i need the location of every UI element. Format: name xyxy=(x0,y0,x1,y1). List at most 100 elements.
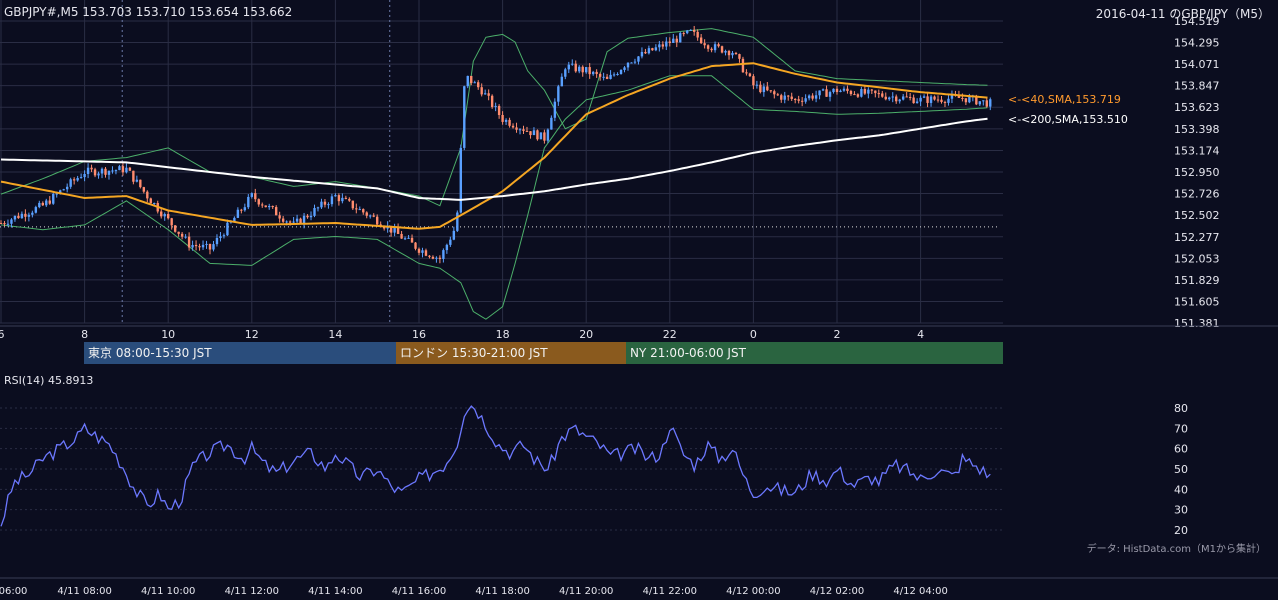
candle xyxy=(574,60,577,73)
candle xyxy=(452,226,456,241)
candle xyxy=(978,101,982,106)
candle-body xyxy=(348,198,351,201)
date-label: 2016-04-11 のGBP/JPY（M5） xyxy=(1095,7,1270,21)
candle xyxy=(72,177,76,185)
candle xyxy=(895,94,898,104)
candle-body xyxy=(961,97,964,99)
candle xyxy=(588,63,591,79)
candle-body xyxy=(550,117,553,130)
candle-body xyxy=(574,63,577,72)
sma200-tag: <-<200,SMA,153.510 xyxy=(1008,113,1128,126)
candle-body xyxy=(839,90,842,93)
candle xyxy=(532,127,536,136)
time-tick-label: 18 xyxy=(496,328,510,341)
candle xyxy=(713,41,717,53)
candle xyxy=(470,75,473,86)
candle-body xyxy=(285,221,288,223)
candle xyxy=(860,86,863,98)
candle-body xyxy=(428,255,431,257)
candle xyxy=(222,233,226,239)
candle-body xyxy=(727,50,731,56)
candle xyxy=(919,95,922,107)
candle-body xyxy=(6,223,10,225)
candle xyxy=(445,243,449,254)
price-tick-label: 151.381 xyxy=(1174,317,1220,330)
candle xyxy=(832,88,835,94)
candle-body xyxy=(34,207,38,213)
candle xyxy=(456,210,459,232)
candle xyxy=(184,234,187,239)
candle xyxy=(769,90,773,93)
candle-body xyxy=(180,233,184,237)
candle xyxy=(550,115,553,130)
candle xyxy=(295,214,299,224)
candle-body xyxy=(327,204,330,206)
candle xyxy=(682,31,685,37)
candle-body xyxy=(153,203,156,205)
candle-body xyxy=(564,69,567,77)
candle-body xyxy=(964,98,968,103)
candle-body xyxy=(393,227,396,233)
candle-body xyxy=(83,173,86,178)
candle xyxy=(438,255,442,264)
candle xyxy=(870,89,874,95)
candle-body xyxy=(24,213,27,217)
candle-body xyxy=(515,127,518,130)
candle-body xyxy=(121,166,125,173)
candle-body xyxy=(734,52,738,55)
candle-body xyxy=(490,95,494,107)
candle-body xyxy=(787,95,790,97)
candle xyxy=(201,240,205,250)
candle-body xyxy=(710,48,713,51)
candle xyxy=(800,97,804,107)
candle-body xyxy=(501,114,504,122)
session-london: ロンドン 15:30-21:00 JST xyxy=(396,342,626,364)
candle xyxy=(477,80,480,90)
candle-body xyxy=(497,105,501,115)
candle-body xyxy=(842,88,846,91)
candle xyxy=(86,163,90,179)
candle-body xyxy=(835,88,839,93)
candle-body xyxy=(940,99,943,102)
candle xyxy=(376,214,379,227)
candle-body xyxy=(198,246,201,248)
candle-body xyxy=(257,199,260,205)
candle-body xyxy=(706,45,710,49)
candle xyxy=(640,47,644,59)
candle xyxy=(358,206,361,211)
candle-body xyxy=(560,76,564,87)
candle-body xyxy=(79,177,83,179)
rsi-time-label: 4/11 18:00 xyxy=(475,586,529,597)
candle xyxy=(529,131,532,139)
candle xyxy=(825,85,828,97)
candle-body xyxy=(59,190,62,194)
candle-body xyxy=(334,195,337,197)
candle-body xyxy=(901,96,905,100)
candle xyxy=(717,42,720,48)
candle-body xyxy=(376,216,379,225)
candle xyxy=(675,35,678,48)
candle-body xyxy=(316,207,320,209)
candle-body xyxy=(936,99,940,101)
candle xyxy=(557,84,560,106)
rsi-time-label: 4/11 14:00 xyxy=(308,586,362,597)
candle-body xyxy=(884,96,887,100)
candle xyxy=(362,208,365,215)
candle xyxy=(630,62,633,64)
candle xyxy=(417,247,421,256)
candle xyxy=(591,70,595,76)
chart-title: GBPJPY#,M5 153.703 153.710 153.654 153.6… xyxy=(4,5,293,19)
candle xyxy=(926,91,929,108)
candle xyxy=(901,93,905,101)
candle xyxy=(853,91,856,96)
candle-body xyxy=(13,215,17,220)
candle-body xyxy=(529,131,532,136)
candle xyxy=(915,98,919,104)
candle-body xyxy=(187,236,191,248)
price-tick-label: 153.623 xyxy=(1174,101,1220,114)
candle-body xyxy=(867,89,870,94)
candle xyxy=(351,200,355,210)
candle-body xyxy=(919,97,922,102)
candle-body xyxy=(389,225,393,233)
candle xyxy=(748,72,752,78)
